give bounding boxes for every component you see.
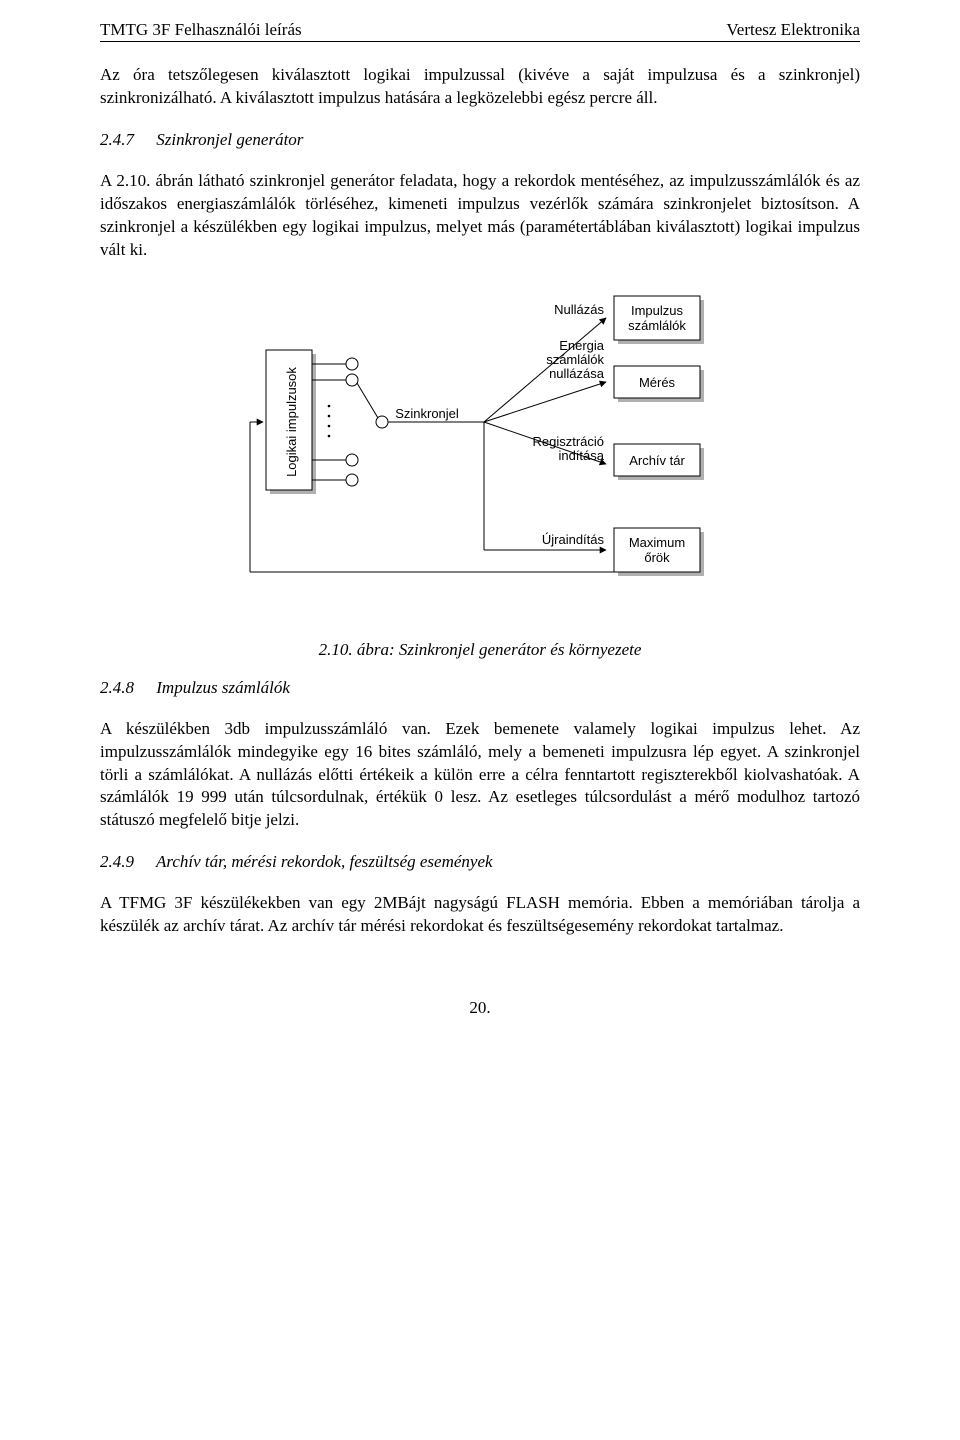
box3-label: Archív tár: [629, 453, 685, 468]
section-2-4-8-heading: 2.4.8 Impulzus számlálók: [100, 678, 860, 698]
section-number: 2.4.9: [100, 852, 152, 872]
box4-line2: őrök: [644, 550, 670, 565]
section-number: 2.4.7: [100, 130, 152, 150]
header-left: TMTG 3F Felhasználói leírás: [100, 20, 302, 40]
header-right: Vertesz Elektronika: [726, 20, 860, 40]
page-header: TMTG 3F Felhasználói leírás Vertesz Elek…: [100, 20, 860, 42]
page-number: 20.: [100, 998, 860, 1018]
section-2-4-9-paragraph: A TFMG 3F készülékekben van egy 2MBájt n…: [100, 892, 860, 938]
intro-paragraph: Az óra tetszőlegesen kiválasztott logika…: [100, 64, 860, 110]
section-number: 2.4.8: [100, 678, 152, 698]
section-2-4-8-paragraph: A készülékben 3db impulzusszámláló van. …: [100, 718, 860, 833]
branch-label-1: Nullázás: [554, 302, 604, 317]
branch-label-2c: nullázása: [549, 366, 605, 381]
center-label: Szinkronjel: [395, 406, 459, 421]
branch-label-3a: Regisztráció: [532, 434, 604, 449]
box1-line1: Impulzus: [631, 303, 684, 318]
figure-caption: 2.10. ábra: Szinkronjel generátor és kör…: [100, 640, 860, 660]
page: TMTG 3F Felhasználói leírás Vertesz Elek…: [50, 0, 910, 1058]
section-title: Szinkronjel generátor: [156, 130, 303, 149]
synchro-diagram: Logikai impulzusok Szinkronjel: [210, 282, 750, 612]
branch-label-2a: Energia: [559, 338, 605, 353]
section-2-4-7-paragraph: A 2.10. ábrán látható szinkronjel generá…: [100, 170, 860, 262]
box4-line1: Maximum: [629, 535, 685, 550]
box1-line2: számlálók: [628, 318, 686, 333]
section-2-4-7-heading: 2.4.7 Szinkronjel generátor: [100, 130, 860, 150]
diagram-container: Logikai impulzusok Szinkronjel: [100, 282, 860, 612]
box2-label: Mérés: [639, 375, 676, 390]
branch-label-4: Újraindítás: [542, 532, 605, 547]
section-title: Archív tár, mérési rekordok, feszültség …: [156, 852, 493, 871]
left-box-label: Logikai impulzusok: [284, 366, 299, 476]
section-2-4-9-heading: 2.4.9 Archív tár, mérési rekordok, feszü…: [100, 852, 860, 872]
branch-label-2b: számlálók: [546, 352, 604, 367]
branch-label-3b: indítása: [558, 448, 604, 463]
section-title: Impulzus számlálók: [156, 678, 290, 697]
